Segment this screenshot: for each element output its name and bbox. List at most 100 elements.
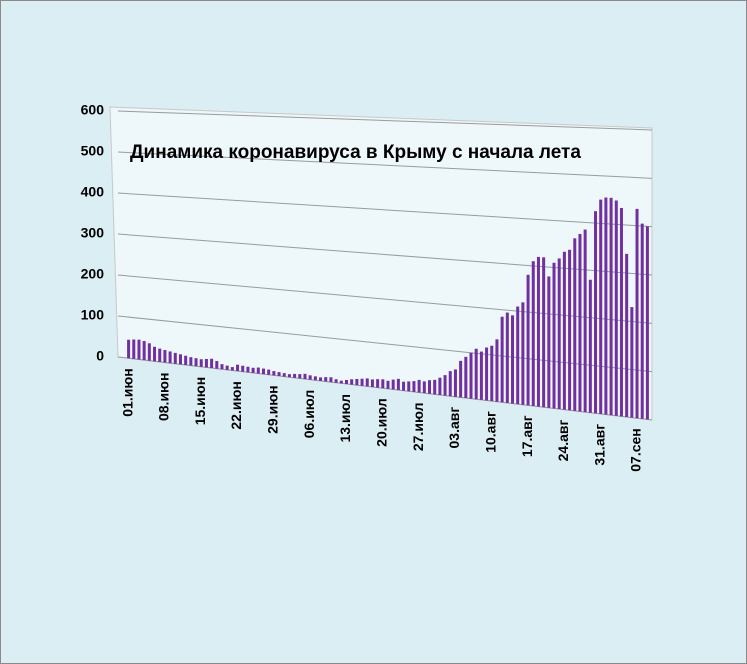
- bar: [562, 251, 566, 410]
- bar: [630, 307, 634, 418]
- grid-line: [117, 192, 653, 228]
- bar: [298, 374, 302, 379]
- bar: [422, 381, 426, 394]
- bar: [547, 276, 551, 408]
- bar: [137, 339, 141, 360]
- bar: [158, 348, 162, 362]
- bar: [147, 343, 151, 361]
- y-tick-label: 300: [81, 225, 105, 241]
- bar: [344, 379, 348, 384]
- bar: [495, 339, 499, 402]
- bar: [568, 249, 572, 411]
- bar: [542, 257, 546, 408]
- bar: [614, 200, 618, 416]
- y-tick-label: 100: [81, 307, 105, 323]
- bar: [153, 346, 157, 362]
- bar: [474, 348, 478, 400]
- bar: [163, 350, 167, 363]
- x-tick-label: 29.июн: [265, 385, 281, 433]
- bar: [604, 197, 608, 415]
- bar: [194, 358, 198, 367]
- x-tick-label: 27.июл: [410, 403, 426, 452]
- x-tick-label: 24.авг: [555, 419, 571, 461]
- bar: [417, 379, 421, 393]
- bar: [168, 351, 172, 364]
- bar: [272, 371, 276, 376]
- bar: [199, 359, 203, 367]
- bar: [282, 373, 286, 377]
- bar: [464, 356, 468, 399]
- x-tick-label: 20.июл: [374, 398, 390, 447]
- y-tick-label: 0: [96, 348, 104, 364]
- bar: [453, 369, 457, 397]
- x-tick-label: 22.июн: [228, 381, 244, 429]
- bar: [220, 364, 224, 370]
- bar: [381, 379, 385, 389]
- grid-line: [117, 151, 653, 179]
- bar: [386, 380, 390, 389]
- bar: [412, 381, 416, 392]
- bar: [552, 262, 556, 409]
- y-tick-label: 200: [81, 266, 105, 282]
- bar: [588, 279, 592, 413]
- bar: [407, 381, 411, 392]
- bar: [256, 367, 260, 374]
- bar: [469, 352, 473, 399]
- bar: [609, 197, 613, 416]
- bar: [391, 379, 395, 390]
- x-tick-label: 07.сен: [628, 428, 644, 472]
- bar: [210, 358, 214, 369]
- bar: [505, 312, 509, 403]
- bar: [599, 199, 603, 414]
- bar: [241, 365, 245, 372]
- bar: [293, 373, 297, 378]
- bar: [376, 379, 380, 388]
- bar: [173, 352, 177, 364]
- bar: [334, 379, 338, 383]
- bar: [485, 347, 489, 401]
- bar: [267, 369, 271, 375]
- bar: [511, 315, 515, 404]
- bar: [428, 380, 432, 394]
- bar: [339, 380, 343, 384]
- x-tick-label: 31.авг: [591, 424, 607, 466]
- bar: [619, 207, 623, 417]
- bar: [490, 345, 494, 402]
- bar: [132, 339, 136, 359]
- bar: [583, 229, 587, 413]
- x-tick-label: 10.авг: [482, 411, 498, 453]
- bar: [329, 377, 333, 383]
- bar: [433, 379, 437, 395]
- x-tick-label: 06.июл: [301, 390, 317, 439]
- bar: [350, 379, 354, 385]
- x-tick-label: 17.авг: [519, 415, 535, 457]
- bar: [365, 378, 369, 387]
- bar: [178, 354, 182, 365]
- x-tick-label: 01.июн: [119, 368, 135, 416]
- y-tick-label: 400: [81, 184, 105, 200]
- bar: [251, 367, 255, 373]
- x-tick-label: 08.июн: [156, 373, 172, 421]
- bar: [360, 378, 364, 386]
- bar: [184, 355, 188, 365]
- bar: [438, 377, 442, 395]
- bar: [402, 381, 406, 391]
- bar: [557, 258, 561, 410]
- grid-line: [117, 110, 653, 131]
- bar: [189, 357, 193, 366]
- bar: [370, 379, 374, 388]
- bar: [142, 341, 146, 361]
- bar: [531, 261, 535, 406]
- bar: [516, 306, 520, 405]
- bar: [319, 377, 323, 381]
- y-tick-label: 500: [81, 143, 105, 159]
- bar: [127, 339, 131, 359]
- bar: [303, 373, 307, 380]
- bar: [236, 364, 240, 372]
- bar: [313, 376, 317, 381]
- bar: [459, 360, 463, 398]
- bar: [215, 361, 219, 369]
- bar: [396, 378, 400, 391]
- bar: [536, 256, 540, 407]
